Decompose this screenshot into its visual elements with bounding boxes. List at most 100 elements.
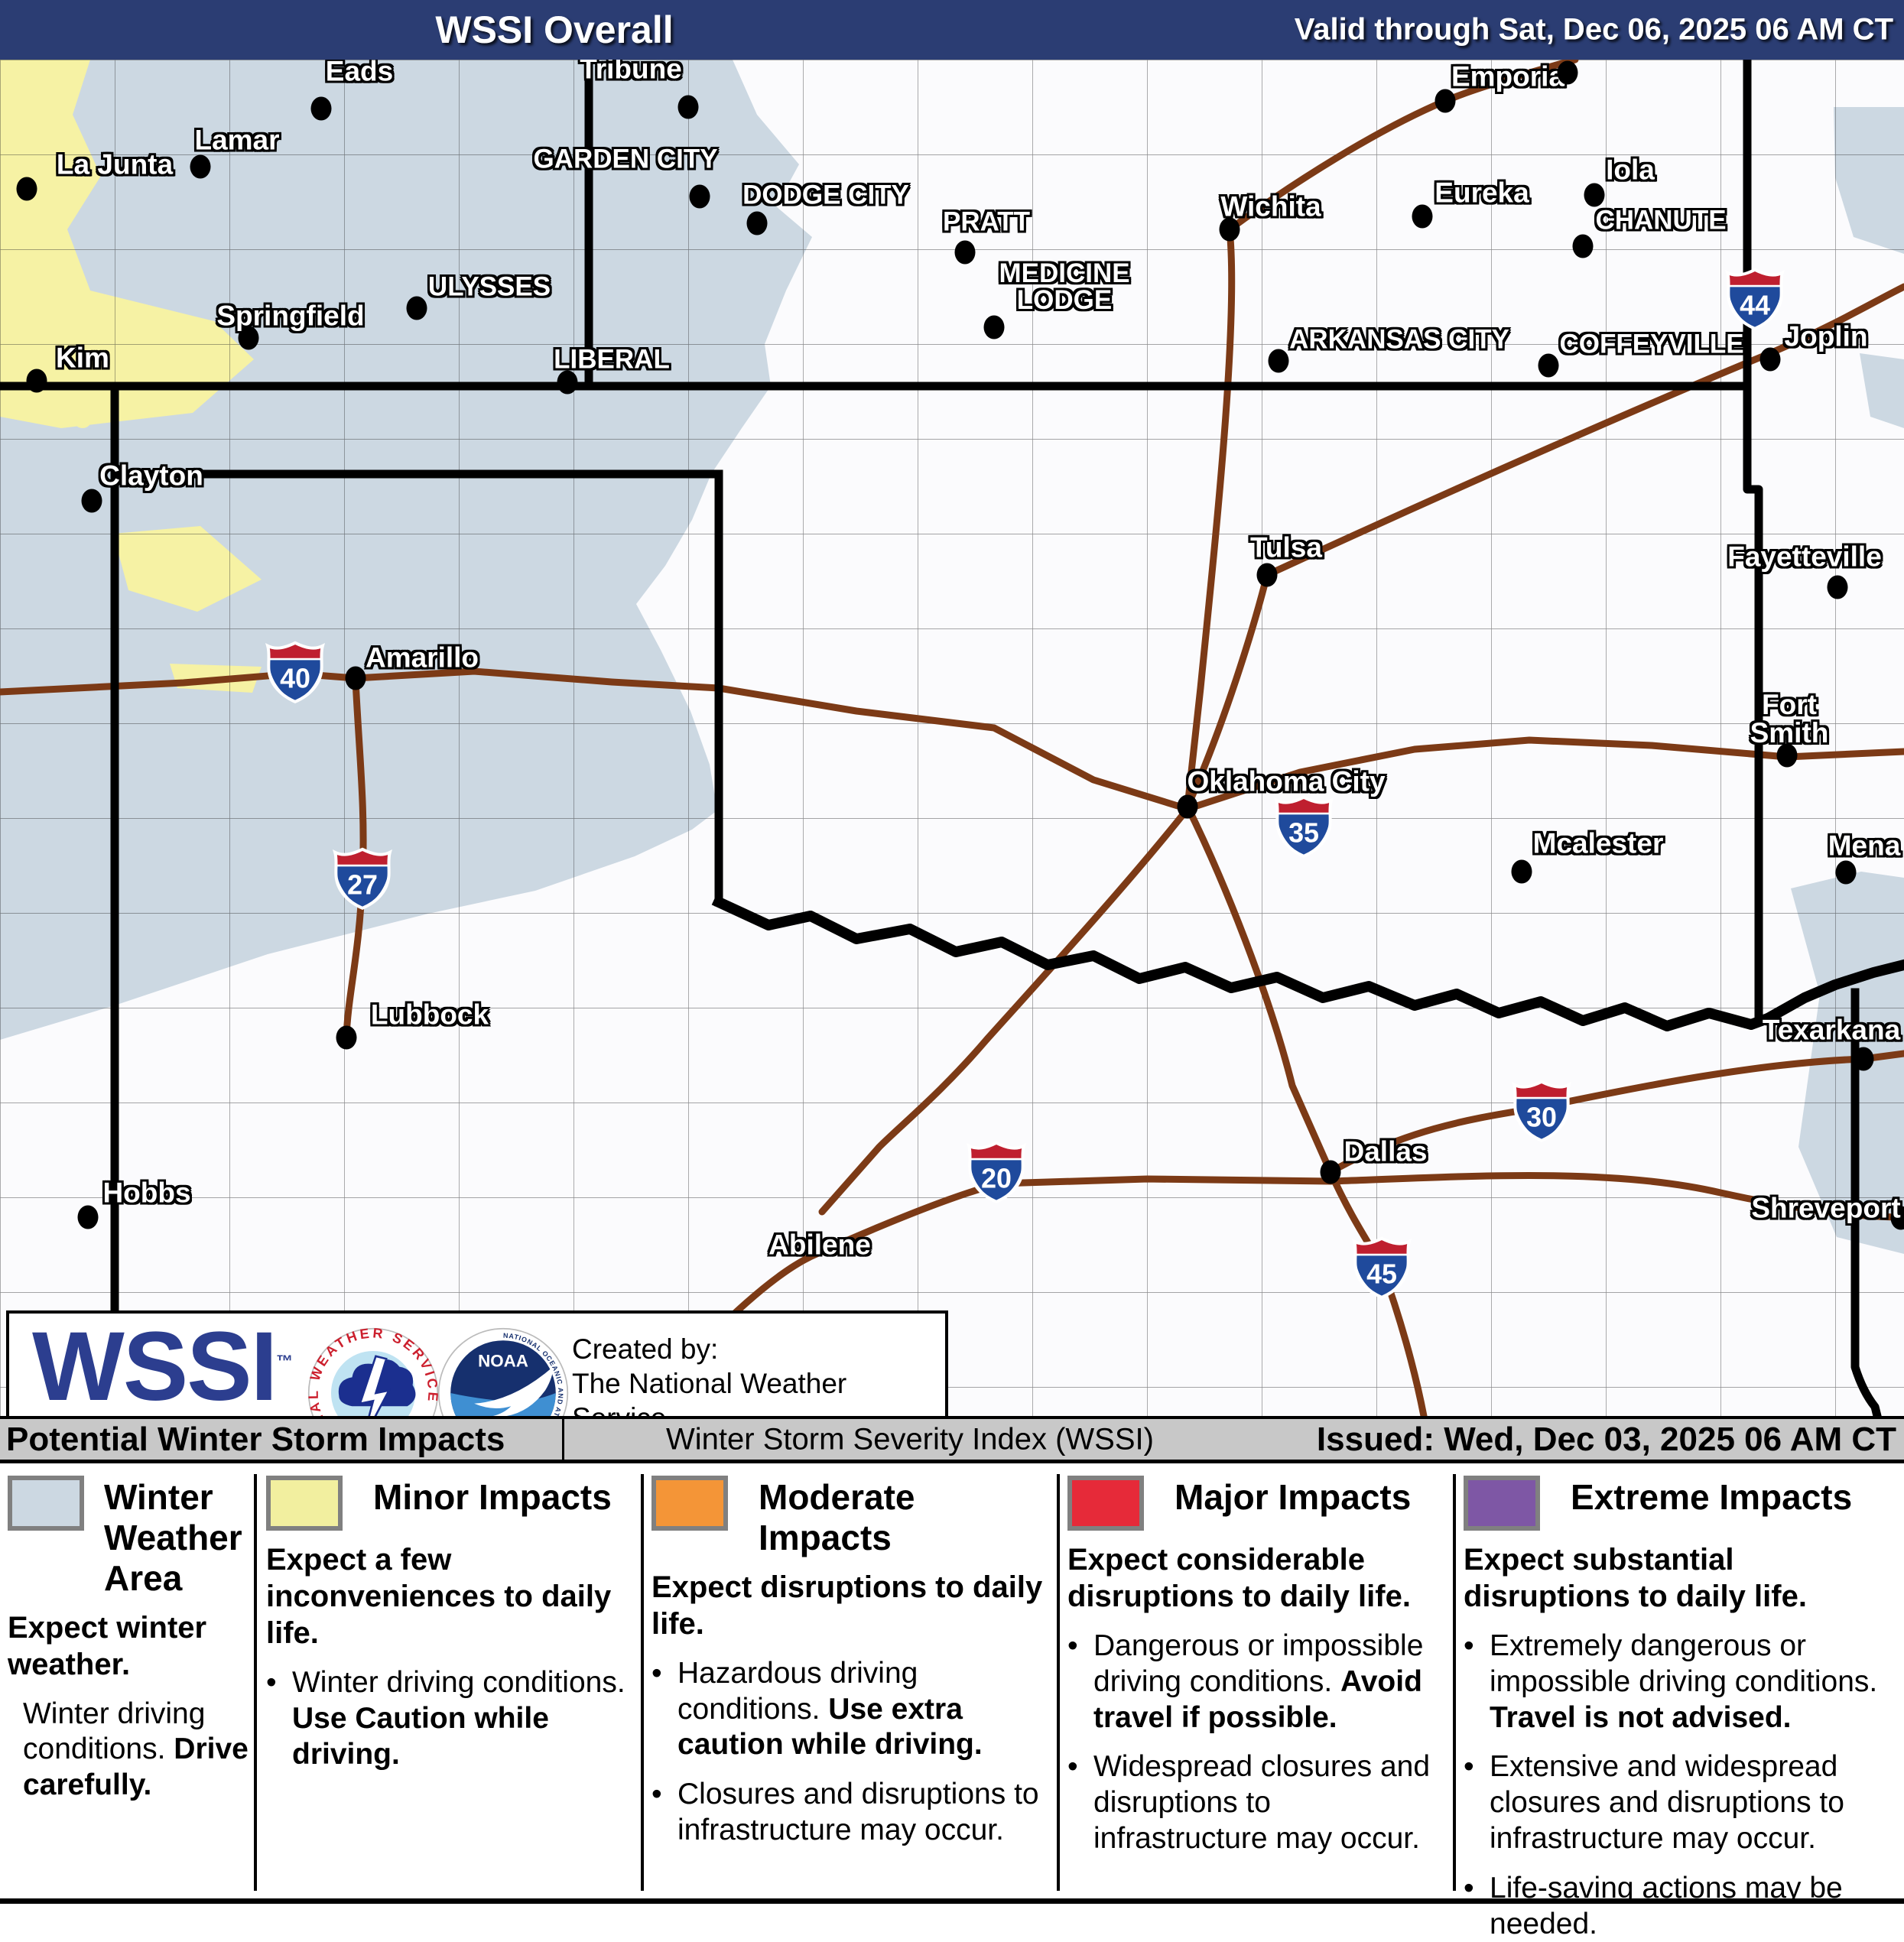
city-label: Springfield (216, 302, 364, 330)
city-label: CHANUTE (1595, 207, 1726, 234)
minor-impacts-swatch (266, 1476, 343, 1531)
legend-col-major: Major Impacts Expect considerable disrup… (1067, 1476, 1447, 1857)
city-dot (1836, 861, 1857, 885)
city-label: GARDEN CITY (533, 146, 717, 173)
city-dot (678, 96, 699, 119)
city-label: COFFEYVILLE (1559, 331, 1743, 358)
wssi-index-label: Winter Storm Severity Index (WSSI) (666, 1422, 1154, 1456)
titlebar-left-box: Potential Winter Storm Impacts (0, 1419, 564, 1460)
svg-text:NOAA: NOAA (478, 1352, 528, 1371)
city-dot (27, 369, 47, 393)
trademark-symbol: ™ (276, 1351, 291, 1370)
city-label: Mena (1828, 832, 1901, 860)
interstate-44-shield: 44 (1724, 266, 1785, 331)
legend-bullet: •Extremely dangerous or impossible drivi… (1464, 1629, 1896, 1736)
city-dot (1512, 860, 1532, 884)
city-label: Mcalester (1533, 830, 1664, 858)
wssi-logo: WSSI™ (32, 1310, 291, 1416)
header-bar: WSSI Overall Valid through Sat, Dec 06, … (0, 0, 1904, 60)
city-label: Abilene (768, 1231, 871, 1259)
noaa-logo-icon: NOAA NATIONAL OCEANIC AND ATMOSPHERIC AD… (437, 1327, 569, 1416)
legend-intro: Expect disruptions to daily life. (651, 1569, 1049, 1642)
legend: Winter Weather Area Expect winter weathe… (0, 1463, 1904, 1904)
interstate-40-shield: 40 (265, 639, 326, 704)
legend-bullet: •Life-saving actions may be needed. (1464, 1871, 1896, 1942)
city-label: MEDICINE LODGE (999, 260, 1129, 313)
interstate-27-shield: 27 (332, 846, 393, 911)
city-label: Fayetteville (1727, 543, 1882, 571)
winter-weather-swatch (8, 1476, 84, 1531)
legend-divider (254, 1474, 257, 1891)
city-label: Kim (56, 344, 109, 372)
city-label: Emporia (1451, 63, 1564, 91)
city-label: Shreveport (1751, 1194, 1900, 1223)
page-title: WSSI Overall (435, 8, 673, 52)
legend-items: •Winter driving conditions. Use Caution … (266, 1665, 635, 1772)
legend-intro: Expect winter weather. (8, 1609, 251, 1683)
svg-text:35: 35 (1288, 817, 1319, 848)
city-label: Tulsa (1250, 534, 1322, 562)
city-dot (1760, 348, 1781, 372)
interstate-45-shield: 45 (1351, 1235, 1412, 1300)
city-dot (1178, 795, 1198, 819)
city-label: PRATT (943, 209, 1030, 235)
legend-col-minor: Minor Impacts Expect a few inconvenience… (266, 1476, 635, 1772)
city-label: Oklahoma City (1187, 768, 1385, 796)
legend-bullet: •Extensive and widespread closures and d… (1464, 1749, 1896, 1856)
city-label: Joplin (1785, 323, 1868, 351)
legend-items: •Hazardous driving conditions. Use extra… (651, 1656, 1049, 1849)
city-label: Eads (326, 60, 393, 86)
city-dot (1573, 235, 1594, 258)
city-label: Amarillo (366, 644, 479, 672)
interstate-30-shield: 30 (1511, 1078, 1572, 1143)
city-dot (1828, 576, 1848, 599)
legend-title: Extreme Impacts (1571, 1477, 1852, 1518)
created-by-text: Created by: The National Weather Service… (572, 1332, 945, 1416)
city-label: Fort Smith (1732, 690, 1847, 747)
city-dot (1584, 183, 1605, 207)
city-dot (1435, 89, 1456, 113)
city-label: Wichita (1220, 193, 1321, 221)
legend-bullet: •Hazardous driving conditions. Use extra… (651, 1656, 1049, 1763)
legend-col-winter-weather: Winter Weather Area Expect winter weathe… (8, 1476, 251, 1804)
city-label: DODGE CITY (742, 182, 909, 209)
svg-text:45: 45 (1366, 1258, 1397, 1289)
legend-items: Winter driving conditions. Drive careful… (8, 1697, 251, 1804)
created-by-line2: The National Weather Service (572, 1366, 945, 1416)
city-dot (1538, 354, 1559, 378)
created-by-line1: Created by: (572, 1332, 945, 1366)
legend-bullet: Winter driving conditions. Drive careful… (8, 1697, 251, 1804)
moderate-impacts-swatch (651, 1476, 728, 1531)
svg-text:40: 40 (280, 663, 310, 693)
city-dot (311, 97, 332, 121)
city-label: Lamar (194, 126, 279, 154)
city-label: La Junta (57, 151, 173, 179)
legend-items: •Dangerous or impossible driving conditi… (1067, 1629, 1447, 1857)
legend-title: Major Impacts (1175, 1477, 1411, 1518)
legend-col-extreme: Extreme Impacts Expect substantial disru… (1464, 1476, 1896, 1942)
city-dot (1321, 1161, 1341, 1184)
city-dot (1558, 61, 1578, 85)
legend-bullet: •Closures and disruptions to infrastruct… (651, 1777, 1049, 1849)
city-label: LIBERAL (554, 346, 670, 373)
city-label: Hobbs (102, 1179, 190, 1207)
svg-text:44: 44 (1740, 290, 1770, 320)
svg-text:27: 27 (347, 869, 378, 900)
city-dot (407, 297, 427, 320)
legend-bullet: •Widespread closures and disruptions to … (1067, 1749, 1447, 1856)
nws-logo-icon: NATIONAL WEATHER SERVICE ★ ★ ★ (307, 1327, 439, 1416)
legend-intro: Expect considerable disruptions to daily… (1067, 1541, 1447, 1615)
city-dot (984, 316, 1005, 339)
city-label: Dallas (1344, 1138, 1427, 1166)
interstate-20-shield: 20 (966, 1139, 1027, 1204)
legend-title: Winter Weather Area (104, 1477, 251, 1599)
city-dot (82, 489, 102, 513)
city-dot (690, 185, 710, 209)
extreme-impacts-swatch (1464, 1476, 1540, 1531)
issued-timestamp: Issued: Wed, Dec 03, 2025 06 AM CT (1317, 1421, 1896, 1459)
city-dot (1854, 1047, 1874, 1071)
city-dot (78, 1206, 99, 1229)
legend-title: Minor Impacts (373, 1477, 612, 1518)
legend-divider (641, 1474, 644, 1891)
